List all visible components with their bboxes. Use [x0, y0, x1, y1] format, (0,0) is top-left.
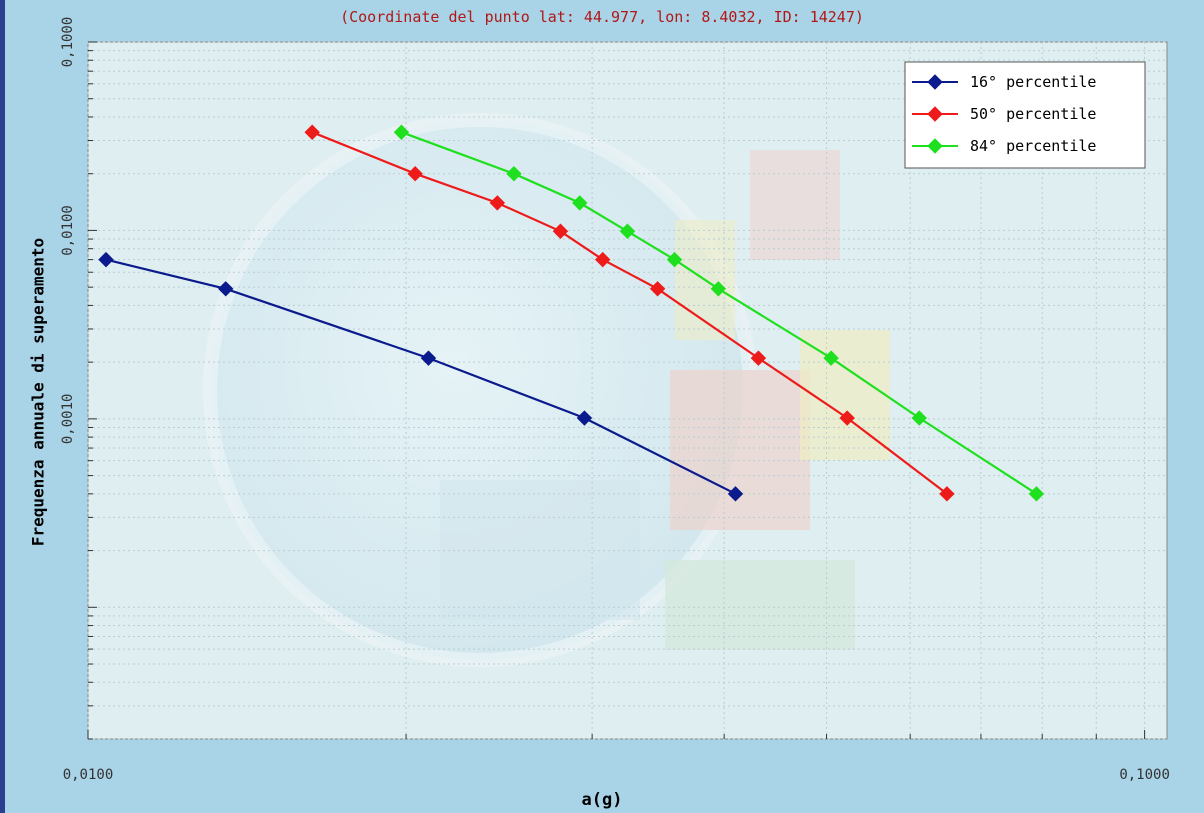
legend-item: 84° percentile [912, 137, 1096, 155]
legend: 16° percentile 50° percentile 84° percenti… [904, 61, 1146, 169]
data-point [506, 166, 522, 182]
data-point [927, 138, 943, 154]
data-point [927, 106, 943, 122]
x-tick-label: 0,1000 [1119, 767, 1170, 783]
data-point [1028, 486, 1045, 502]
data-point [710, 281, 727, 297]
data-point [750, 350, 767, 366]
data-point [420, 350, 437, 366]
watermark-logo [203, 113, 890, 667]
series-1 [304, 124, 955, 502]
series-layer [98, 124, 1045, 502]
data-point [98, 251, 114, 268]
data-point [911, 410, 927, 426]
data-point [823, 350, 839, 366]
legend-label: 16° percentile [970, 73, 1096, 91]
data-point [552, 223, 569, 239]
x-axis-label: a(g) [581, 790, 623, 810]
legend-label: 84° percentile [970, 137, 1096, 155]
data-point [649, 281, 666, 297]
data-point [407, 166, 423, 182]
data-point [576, 410, 593, 426]
series-0 [98, 251, 744, 502]
data-point [304, 124, 320, 140]
legend-item: 50° percentile [912, 105, 1096, 123]
window-edge [0, 0, 5, 813]
data-point [927, 74, 943, 90]
chart-subtitle: (Coordinate del punto lat: 44.977, lon: … [340, 8, 864, 26]
series-2 [393, 124, 1045, 502]
data-point [595, 251, 611, 268]
data-point [619, 223, 636, 239]
axis-ticks: 0,0100 0,1000 0,0010 0,0100 0,1000 [60, 17, 1170, 783]
data-point [666, 251, 683, 268]
y-tick-label: 0,0100 [60, 205, 76, 256]
data-point [839, 410, 855, 426]
data-point [939, 486, 955, 502]
y-axis-label: Frequenza annuale di superamento [28, 237, 48, 547]
x-tick-label: 0,0100 [63, 767, 114, 783]
y-tick-label: 0,0010 [60, 394, 76, 445]
data-point [727, 486, 744, 502]
data-point [489, 195, 506, 211]
data-point [218, 281, 234, 297]
data-point [393, 124, 410, 140]
y-tick-label: 0,1000 [60, 17, 76, 68]
legend-label: 50° percentile [970, 105, 1096, 123]
legend-item: 16° percentile [912, 73, 1096, 91]
data-point [572, 195, 588, 211]
